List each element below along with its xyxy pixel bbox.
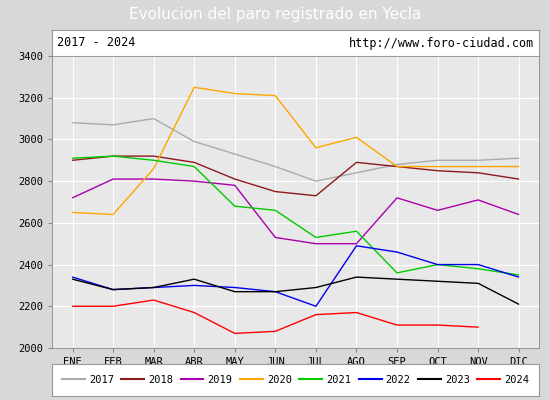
Text: 2017 - 2024: 2017 - 2024 <box>57 36 135 50</box>
Text: http://www.foro-ciudad.com: http://www.foro-ciudad.com <box>349 36 534 50</box>
Legend: 2017, 2018, 2019, 2020, 2021, 2022, 2023, 2024: 2017, 2018, 2019, 2020, 2021, 2022, 2023… <box>58 371 534 389</box>
Text: Evolucion del paro registrado en Yecla: Evolucion del paro registrado en Yecla <box>129 8 421 22</box>
